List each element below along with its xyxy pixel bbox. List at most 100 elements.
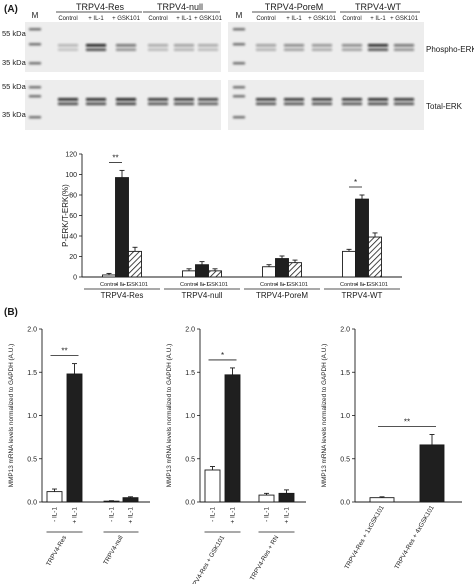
bar	[368, 236, 382, 278]
chart-b1-mmp13: 0.0 0.5 1.0 1.5 2.0 MMP13 mRNA levels normali…	[8, 327, 150, 568]
phospho-band	[116, 48, 136, 51]
blot-left-phospho	[25, 22, 221, 72]
total-band	[342, 98, 362, 101]
significance-label: *	[221, 351, 224, 360]
phospho-band	[368, 48, 388, 51]
significance-label: **	[61, 347, 67, 356]
y-axis-label: P-ERK/T-ERK(%)	[61, 184, 70, 247]
marker-band	[29, 95, 41, 98]
y-tick-label: 0.5	[340, 456, 350, 463]
significance-label: **	[112, 153, 118, 162]
marker-label-left: M	[32, 11, 39, 20]
total-band	[58, 98, 78, 101]
group-label: TRPV4-Res	[45, 535, 68, 568]
phospho-band	[148, 44, 168, 47]
blot-group-trpv4-res: TRPV4-Res	[76, 2, 125, 12]
phospho-band	[58, 48, 78, 51]
phospho-band	[174, 48, 194, 51]
lane-label: + IL-1	[370, 16, 386, 22]
phospho-band	[394, 44, 414, 47]
total-band	[174, 98, 194, 101]
lane-label: + IL-1	[176, 16, 192, 22]
bar	[224, 374, 241, 503]
category-label: - IL-1	[52, 507, 59, 522]
y-tick-label: 20	[69, 254, 77, 261]
marker-label-right: M	[236, 11, 243, 20]
lane-label: + GSK101	[308, 16, 337, 22]
phospho-band	[284, 48, 304, 51]
phospho-band	[256, 44, 276, 47]
bar	[102, 274, 116, 278]
bar	[278, 492, 295, 503]
y-tick-label: 1.5	[185, 370, 195, 377]
total-band	[198, 98, 218, 101]
group-label: TRPV4-null	[102, 535, 124, 567]
panel-b-label: (B)	[4, 307, 18, 318]
marker-band	[29, 28, 41, 31]
y-tick-label: 0.0	[185, 500, 195, 507]
total-band	[256, 98, 276, 101]
total-band	[256, 102, 276, 106]
y-tick-label: 100	[65, 172, 77, 179]
kda-label: 35 kDa	[2, 110, 27, 119]
significance-label: **	[404, 418, 410, 427]
category-label: Control	[180, 282, 198, 288]
row-label-phospho-erk: Phospho-ERK	[426, 45, 474, 54]
category-label: + IL-1	[230, 507, 237, 524]
bar	[115, 177, 129, 278]
lane-label: + IL-1	[88, 16, 104, 22]
phospho-band	[394, 48, 414, 51]
y-tick-label: 0.0	[27, 500, 37, 507]
bar	[66, 373, 83, 503]
category-label: + GSK101	[282, 282, 308, 288]
category-label: + IL-1	[128, 507, 135, 524]
total-band	[86, 98, 106, 101]
bar	[419, 444, 445, 503]
phospho-band	[58, 44, 78, 47]
category-label: TRPV4-Res + 4xGSK101	[394, 504, 436, 570]
category-label: + GSK101	[362, 282, 388, 288]
blot-group-trpv4-null: TRPV4-null	[157, 2, 203, 12]
panel-a-label: (A)	[4, 4, 18, 15]
y-tick-label: 0.5	[185, 456, 195, 463]
category-label: + GSK101	[202, 282, 228, 288]
category-label: Control	[100, 282, 118, 288]
y-axis-label: MMP13 mRNA levels normalized to GAPDH (A…	[321, 344, 328, 487]
phospho-band	[198, 44, 218, 47]
total-band	[148, 98, 168, 101]
phospho-band	[86, 48, 106, 51]
phospho-band	[116, 44, 136, 47]
y-tick-label: 2.0	[27, 327, 37, 334]
group-label: TRPV4-Res + GSK101	[187, 534, 226, 584]
total-band	[394, 102, 414, 106]
bar	[128, 250, 142, 278]
bar	[258, 494, 275, 503]
total-band	[148, 102, 168, 106]
bar	[204, 469, 221, 503]
category-label: - IL-1	[264, 507, 271, 522]
y-tick-label: 80	[69, 193, 77, 200]
group-label: TRPV4-null	[182, 291, 223, 300]
y-tick-label: 1.0	[340, 413, 350, 420]
category-label: - IL-1	[109, 507, 116, 522]
bar	[208, 270, 222, 278]
category-label: Control	[340, 282, 358, 288]
y-tick-label: 120	[65, 152, 77, 159]
blot-group-trpv4-wt: TRPV4-WT	[355, 2, 402, 12]
y-axis-label: MMP13 mRNA levels normalized to GAPDH (A…	[8, 344, 15, 487]
y-tick-label: 2.0	[185, 327, 195, 334]
lane-label: Control	[342, 16, 361, 22]
y-tick-label: 40	[69, 234, 77, 241]
group-label: TRPV4-PoreM	[256, 291, 308, 300]
y-tick-label: 1.5	[27, 370, 37, 377]
chart-b2-mmp13: 0.0 0.5 1.0 1.5 2.0 MMP13 mRNA levels normali…	[166, 327, 306, 584]
marker-band	[29, 86, 41, 89]
total-band	[312, 98, 332, 101]
y-tick-label: 0	[73, 275, 77, 282]
total-band	[58, 102, 78, 106]
marker-band	[233, 116, 245, 119]
group-label: TRPV4-Res + RN	[249, 534, 281, 582]
chart-b3-mmp13: 0.0 0.5 1.0 1.5 2.0 MMP13 mRNA levels normali…	[321, 327, 462, 571]
bar	[46, 491, 63, 503]
